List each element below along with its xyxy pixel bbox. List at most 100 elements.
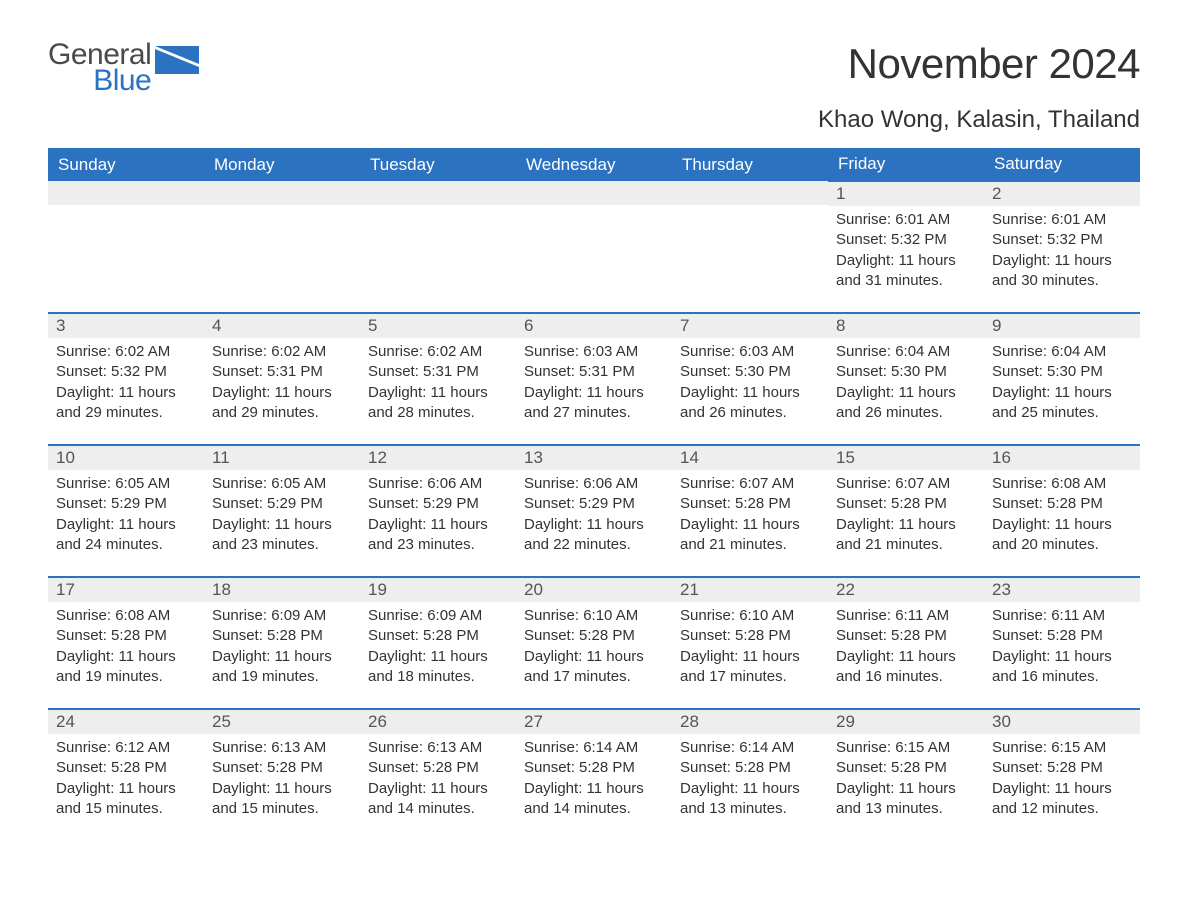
sunrise-value: 6:15 AM [1051,739,1106,756]
sunrise-value: 6:11 AM [1051,607,1105,624]
sunset-line: Sunset: 5:28 PM [992,494,1132,514]
sunset-label: Sunset: [212,759,267,776]
weekday-header: Friday [828,148,984,181]
sunrise-value: 6:04 AM [895,343,950,360]
sunset-value: 5:28 PM [111,627,167,644]
daylight-label: Daylight: [992,780,1055,797]
sunset-line: Sunset: 5:31 PM [524,362,664,382]
calendar-day-cell: 1Sunrise: 6:01 AMSunset: 5:32 PMDaylight… [828,181,984,313]
sunrise-label: Sunrise: [992,739,1051,756]
sunrise-line: Sunrise: 6:15 AM [836,738,976,758]
sunrise-value: 6:09 AM [271,607,326,624]
sunset-value: 5:28 PM [735,627,791,644]
brand-flag-icon [155,46,199,74]
empty-day-strip [204,181,360,205]
sunset-line: Sunset: 5:28 PM [836,758,976,778]
daylight-label: Daylight: [368,384,431,401]
daylight-line: Daylight: 11 hours and 26 minutes. [836,383,976,424]
day-number: 20 [516,578,672,602]
calendar-day-cell: 28Sunrise: 6:14 AMSunset: 5:28 PMDayligh… [672,709,828,841]
day-number: 25 [204,710,360,734]
sunset-value: 5:28 PM [1047,759,1103,776]
day-details: Sunrise: 6:07 AMSunset: 5:28 PMDaylight:… [828,470,984,563]
day-details: Sunrise: 6:14 AMSunset: 5:28 PMDaylight:… [516,734,672,827]
sunrise-line: Sunrise: 6:08 AM [56,606,196,626]
weekday-header: Wednesday [516,148,672,181]
daylight-label: Daylight: [524,780,587,797]
sunrise-line: Sunrise: 6:04 AM [836,342,976,362]
sunrise-label: Sunrise: [836,607,895,624]
day-number: 11 [204,446,360,470]
sunset-line: Sunset: 5:31 PM [368,362,508,382]
sunrise-value: 6:07 AM [895,475,950,492]
daylight-label: Daylight: [56,648,119,665]
sunrise-line: Sunrise: 6:09 AM [368,606,508,626]
sunset-line: Sunset: 5:32 PM [56,362,196,382]
sunrise-value: 6:07 AM [739,475,794,492]
daylight-line: Daylight: 11 hours and 19 minutes. [56,647,196,688]
calendar-day-cell: 27Sunrise: 6:14 AMSunset: 5:28 PMDayligh… [516,709,672,841]
sunset-line: Sunset: 5:28 PM [992,758,1132,778]
sunset-line: Sunset: 5:28 PM [212,626,352,646]
daylight-label: Daylight: [212,384,275,401]
daylight-label: Daylight: [368,648,431,665]
calendar-day-cell: 16Sunrise: 6:08 AMSunset: 5:28 PMDayligh… [984,445,1140,577]
calendar-day-cell: 29Sunrise: 6:15 AMSunset: 5:28 PMDayligh… [828,709,984,841]
sunset-value: 5:29 PM [423,495,479,512]
daylight-label: Daylight: [836,648,899,665]
sunrise-value: 6:08 AM [1051,475,1106,492]
sunset-label: Sunset: [524,627,579,644]
daylight-line: Daylight: 11 hours and 14 minutes. [368,779,508,820]
sunset-value: 5:28 PM [579,627,635,644]
sunrise-label: Sunrise: [56,343,115,360]
sunrise-line: Sunrise: 6:09 AM [212,606,352,626]
calendar-day-cell: 11Sunrise: 6:05 AMSunset: 5:29 PMDayligh… [204,445,360,577]
empty-day-strip [516,181,672,205]
sunset-value: 5:28 PM [1047,627,1103,644]
sunrise-label: Sunrise: [992,343,1051,360]
sunset-value: 5:28 PM [1047,495,1103,512]
daylight-label: Daylight: [836,780,899,797]
sunrise-label: Sunrise: [992,475,1051,492]
day-details: Sunrise: 6:11 AMSunset: 5:28 PMDaylight:… [984,602,1140,695]
sunset-line: Sunset: 5:28 PM [56,626,196,646]
daylight-label: Daylight: [524,516,587,533]
sunset-value: 5:29 PM [579,495,635,512]
sunrise-label: Sunrise: [212,475,271,492]
day-details: Sunrise: 6:04 AMSunset: 5:30 PMDaylight:… [984,338,1140,431]
sunrise-value: 6:03 AM [739,343,794,360]
sunrise-value: 6:01 AM [1051,211,1106,228]
sunset-line: Sunset: 5:32 PM [836,230,976,250]
daylight-line: Daylight: 11 hours and 21 minutes. [680,515,820,556]
sunrise-line: Sunrise: 6:14 AM [524,738,664,758]
sunset-line: Sunset: 5:28 PM [212,758,352,778]
calendar-empty-cell [360,181,516,313]
sunrise-line: Sunrise: 6:12 AM [56,738,196,758]
sunrise-label: Sunrise: [680,739,739,756]
sunset-value: 5:28 PM [423,627,479,644]
day-number: 7 [672,314,828,338]
sunset-label: Sunset: [368,759,423,776]
day-details: Sunrise: 6:15 AMSunset: 5:28 PMDaylight:… [828,734,984,827]
daylight-label: Daylight: [992,384,1055,401]
daylight-line: Daylight: 11 hours and 12 minutes. [992,779,1132,820]
sunset-line: Sunset: 5:28 PM [524,626,664,646]
calendar-day-cell: 2Sunrise: 6:01 AMSunset: 5:32 PMDaylight… [984,181,1140,313]
day-number: 3 [48,314,204,338]
day-details: Sunrise: 6:02 AMSunset: 5:32 PMDaylight:… [48,338,204,431]
day-details: Sunrise: 6:03 AMSunset: 5:31 PMDaylight:… [516,338,672,431]
sunset-label: Sunset: [992,627,1047,644]
day-number: 28 [672,710,828,734]
sunset-value: 5:30 PM [735,363,791,380]
day-details: Sunrise: 6:08 AMSunset: 5:28 PMDaylight:… [984,470,1140,563]
calendar-day-cell: 9Sunrise: 6:04 AMSunset: 5:30 PMDaylight… [984,313,1140,445]
day-number: 13 [516,446,672,470]
calendar-day-cell: 20Sunrise: 6:10 AMSunset: 5:28 PMDayligh… [516,577,672,709]
sunrise-label: Sunrise: [524,343,583,360]
sunset-label: Sunset: [992,363,1047,380]
day-number: 19 [360,578,516,602]
daylight-line: Daylight: 11 hours and 23 minutes. [368,515,508,556]
daylight-line: Daylight: 11 hours and 13 minutes. [836,779,976,820]
sunset-label: Sunset: [680,759,735,776]
sunrise-line: Sunrise: 6:11 AM [836,606,976,626]
